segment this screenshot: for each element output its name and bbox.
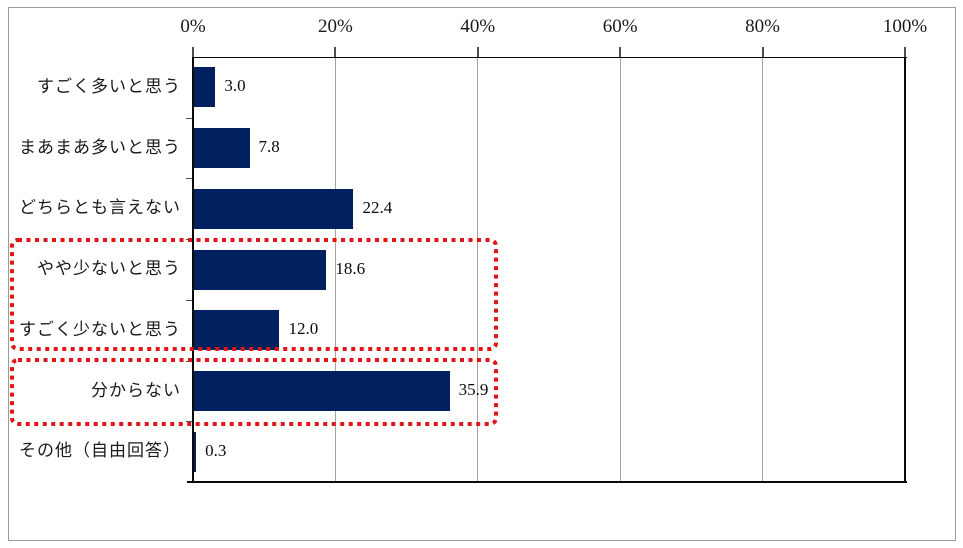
x-axis-tick-label: 100% [882,16,928,37]
bar-value-label: 0.3 [205,440,227,460]
x-axis-tick-label: 0% [180,16,206,37]
plot-border-top [193,57,907,58]
x-axis-tick-label: 40% [460,16,496,37]
bar [194,370,450,411]
x-axis-tick [476,47,479,57]
category-label: まあまあ多いと思う [19,137,181,157]
x-axis-tick [619,47,622,57]
bar-value-label: 18.6 [335,258,366,278]
bar [194,188,354,229]
plot-border-bottom [187,481,907,483]
bar-value-label: 12.0 [288,319,319,339]
bar [194,67,216,108]
x-axis-tick [761,47,764,57]
x-axis-tick-label: 80% [745,16,780,37]
bar-value-label: 7.8 [258,137,280,157]
bar [194,431,197,472]
bar-value-label: 35.9 [458,379,489,399]
x-axis-tick-label: 60% [602,16,638,37]
category-label: やや少ないと思う [37,259,181,279]
bar [194,128,250,169]
y-axis-tick [186,178,192,180]
bar [194,310,280,351]
x-axis-tick [904,47,906,57]
x-axis-tick [192,47,194,57]
bar-value-label: 22.4 [362,197,393,217]
x-axis-tick [334,47,337,57]
gridline [619,57,621,482]
category-label: 分からない [91,380,181,400]
y-axis-tick [186,117,192,119]
category-label: その他（自由回答） [19,441,181,461]
gridline [477,57,479,482]
category-label: すごく少ないと思う [19,319,181,339]
category-label: すごく多いと思う [37,77,181,96]
x-axis-tick-label: 20% [317,16,353,37]
gridline [762,57,764,482]
bar-value-label: 3.0 [224,76,246,96]
plot-border-right [904,57,906,482]
chart-outer-border [8,7,956,541]
bar [194,249,327,290]
category-label: どちらとも言えない [19,198,181,218]
